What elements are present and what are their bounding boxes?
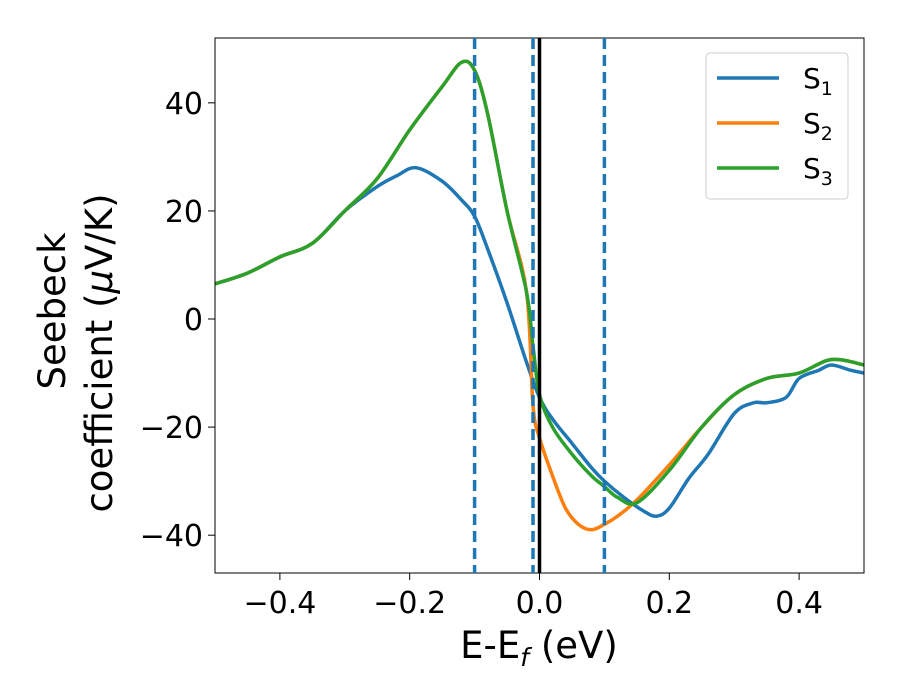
y-axis-label-line2-end: V/K) xyxy=(78,193,121,269)
legend-label-s3: S3 xyxy=(803,152,833,190)
y-axis-label-line1: Seebeck xyxy=(31,232,74,390)
x-tick-label: −0.4 xyxy=(243,586,316,621)
y-axis-label-line2-start: coefficient ( xyxy=(78,293,121,512)
y-tick-label: −40 xyxy=(140,519,203,554)
legend-label-s1: S1 xyxy=(803,62,833,100)
x-axis-label-main: E-E xyxy=(460,624,520,667)
legend-label-s2: S2 xyxy=(803,107,833,145)
x-tick-label: 0.2 xyxy=(645,586,693,621)
legend-box xyxy=(705,52,849,200)
y-axis-label-line2: coefficient (μV/K) xyxy=(78,193,121,512)
legend: S1 S2 S3 xyxy=(705,52,849,200)
y-tick-label: 0 xyxy=(184,303,203,338)
y-axis-label-mu: μ xyxy=(78,270,121,295)
series-line-s1 xyxy=(215,165,864,519)
x-tick-label: −0.2 xyxy=(373,586,446,621)
x-axis-label-unit: (eV) xyxy=(529,624,618,667)
x-tick-label: 0.0 xyxy=(516,586,564,621)
y-axis-label: Seebeck coefficient (μV/K) xyxy=(31,193,121,512)
x-tick-label: 0.4 xyxy=(775,586,823,621)
y-tick-label: 40 xyxy=(165,87,203,122)
y-tick-label: −20 xyxy=(140,411,203,446)
series-line-s3 xyxy=(215,59,864,506)
y-tick-label: 20 xyxy=(165,195,203,230)
x-axis-label: E-Ef (eV) xyxy=(460,624,618,672)
